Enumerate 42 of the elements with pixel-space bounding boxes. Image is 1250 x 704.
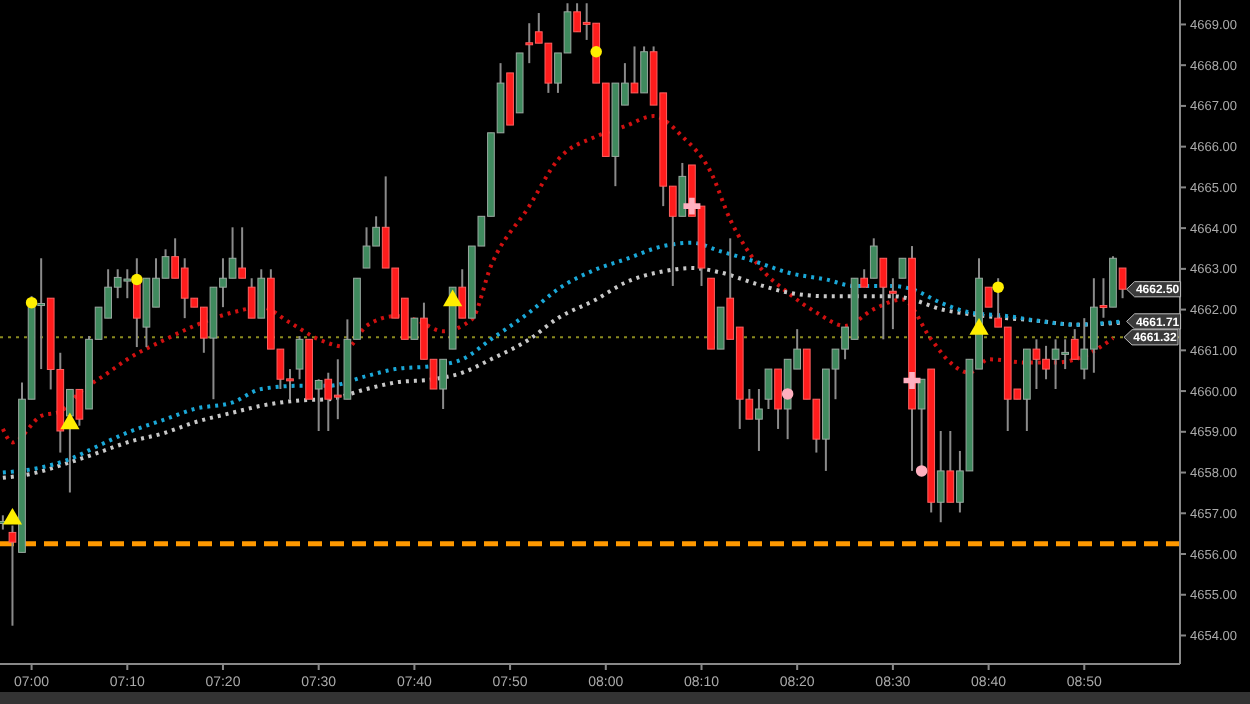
point	[781, 388, 794, 400]
point	[60, 412, 80, 430]
candlestick	[1118, 267, 1127, 300]
point	[915, 465, 928, 477]
candlestick	[678, 161, 687, 218]
point	[131, 273, 143, 286]
candlestick	[946, 429, 955, 504]
line-series	[0, 114, 1115, 445]
point	[443, 289, 463, 307]
candlestick	[458, 268, 467, 320]
candlestick	[247, 277, 256, 320]
point	[2, 507, 23, 525]
candlestick	[410, 317, 419, 341]
candlestick	[869, 237, 878, 280]
candlestick	[984, 286, 993, 309]
candlestick	[1099, 277, 1108, 319]
candlestick	[640, 45, 648, 94]
point	[969, 318, 989, 335]
candlestick	[774, 368, 782, 430]
candlestick	[257, 268, 266, 320]
point	[992, 281, 1004, 293]
candlestick	[936, 429, 945, 524]
point	[590, 45, 602, 58]
candlestick	[314, 378, 323, 432]
candlestick	[755, 388, 763, 452]
candlestick	[1070, 328, 1079, 361]
candlestick	[889, 277, 897, 331]
candlestick	[8, 524, 17, 627]
point	[683, 197, 701, 215]
candlestick	[716, 306, 725, 351]
candlestick	[439, 358, 447, 410]
point	[903, 371, 921, 389]
candlestick	[75, 388, 84, 427]
candlestick	[898, 257, 907, 280]
candlestick	[37, 257, 46, 371]
point	[25, 296, 38, 309]
candlestick	[879, 257, 888, 341]
candlestick	[66, 388, 74, 494]
candlestick	[238, 226, 246, 280]
candlestick	[764, 368, 773, 410]
candlestick	[630, 45, 639, 94]
candlestick	[295, 335, 304, 381]
